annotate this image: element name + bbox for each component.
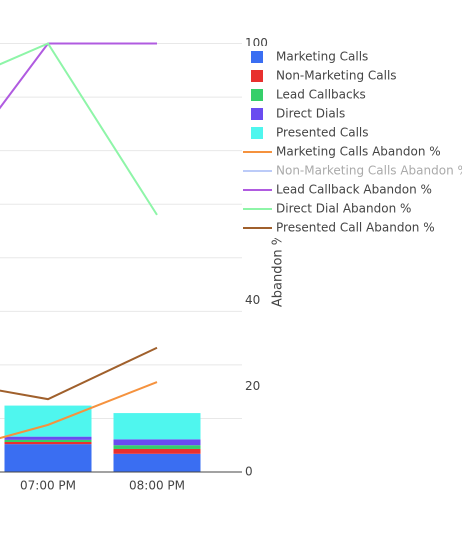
legend-label: Marketing Calls bbox=[276, 50, 368, 64]
legend-label: Direct Dials bbox=[276, 107, 345, 121]
line bbox=[0, 42, 158, 216]
y2-tick-label: 40 bbox=[245, 293, 260, 307]
legend-label: Marketing Calls Abandon % bbox=[276, 145, 441, 159]
bar bbox=[113, 453, 201, 472]
legend-bg bbox=[244, 46, 462, 238]
legend-swatch bbox=[251, 89, 263, 101]
line bbox=[0, 346, 158, 401]
bar bbox=[113, 448, 201, 454]
legend-swatch bbox=[251, 51, 263, 63]
line bbox=[0, 381, 158, 440]
y2-tick-label: 20 bbox=[245, 379, 260, 393]
legend-label: Lead Callbacks bbox=[276, 88, 366, 102]
y2-axis-title: Abandon % bbox=[271, 233, 286, 307]
legend-label: Non-Marketing Calls bbox=[276, 69, 397, 83]
legend-swatch bbox=[251, 108, 263, 120]
legend-swatch bbox=[251, 127, 263, 139]
legend-swatch bbox=[251, 70, 263, 82]
legend-label: Presented Calls bbox=[276, 126, 369, 140]
bar bbox=[4, 439, 92, 443]
bar bbox=[113, 445, 201, 449]
bar bbox=[4, 405, 92, 437]
y2-tick-label: 0 bbox=[245, 465, 253, 479]
plot-area bbox=[0, 42, 201, 472]
bar bbox=[4, 436, 92, 440]
legend: Marketing Calls Non-Marketing Calls Lead C… bbox=[243, 46, 462, 238]
legend-label: Non-Marketing Calls Abandon % bbox=[276, 164, 462, 178]
x-tick-label: 07:00 PM bbox=[20, 479, 76, 493]
bar bbox=[4, 442, 92, 445]
legend-label: Lead Callback Abandon % bbox=[276, 183, 432, 197]
line bbox=[0, 42, 157, 110]
bar bbox=[4, 444, 92, 472]
x-tick-label: 08:00 PM bbox=[129, 479, 185, 493]
legend-label: Direct Dial Abandon % bbox=[276, 202, 411, 216]
legend-label: Presented Call Abandon % bbox=[276, 221, 435, 235]
bar bbox=[113, 439, 201, 446]
bar bbox=[113, 413, 201, 440]
